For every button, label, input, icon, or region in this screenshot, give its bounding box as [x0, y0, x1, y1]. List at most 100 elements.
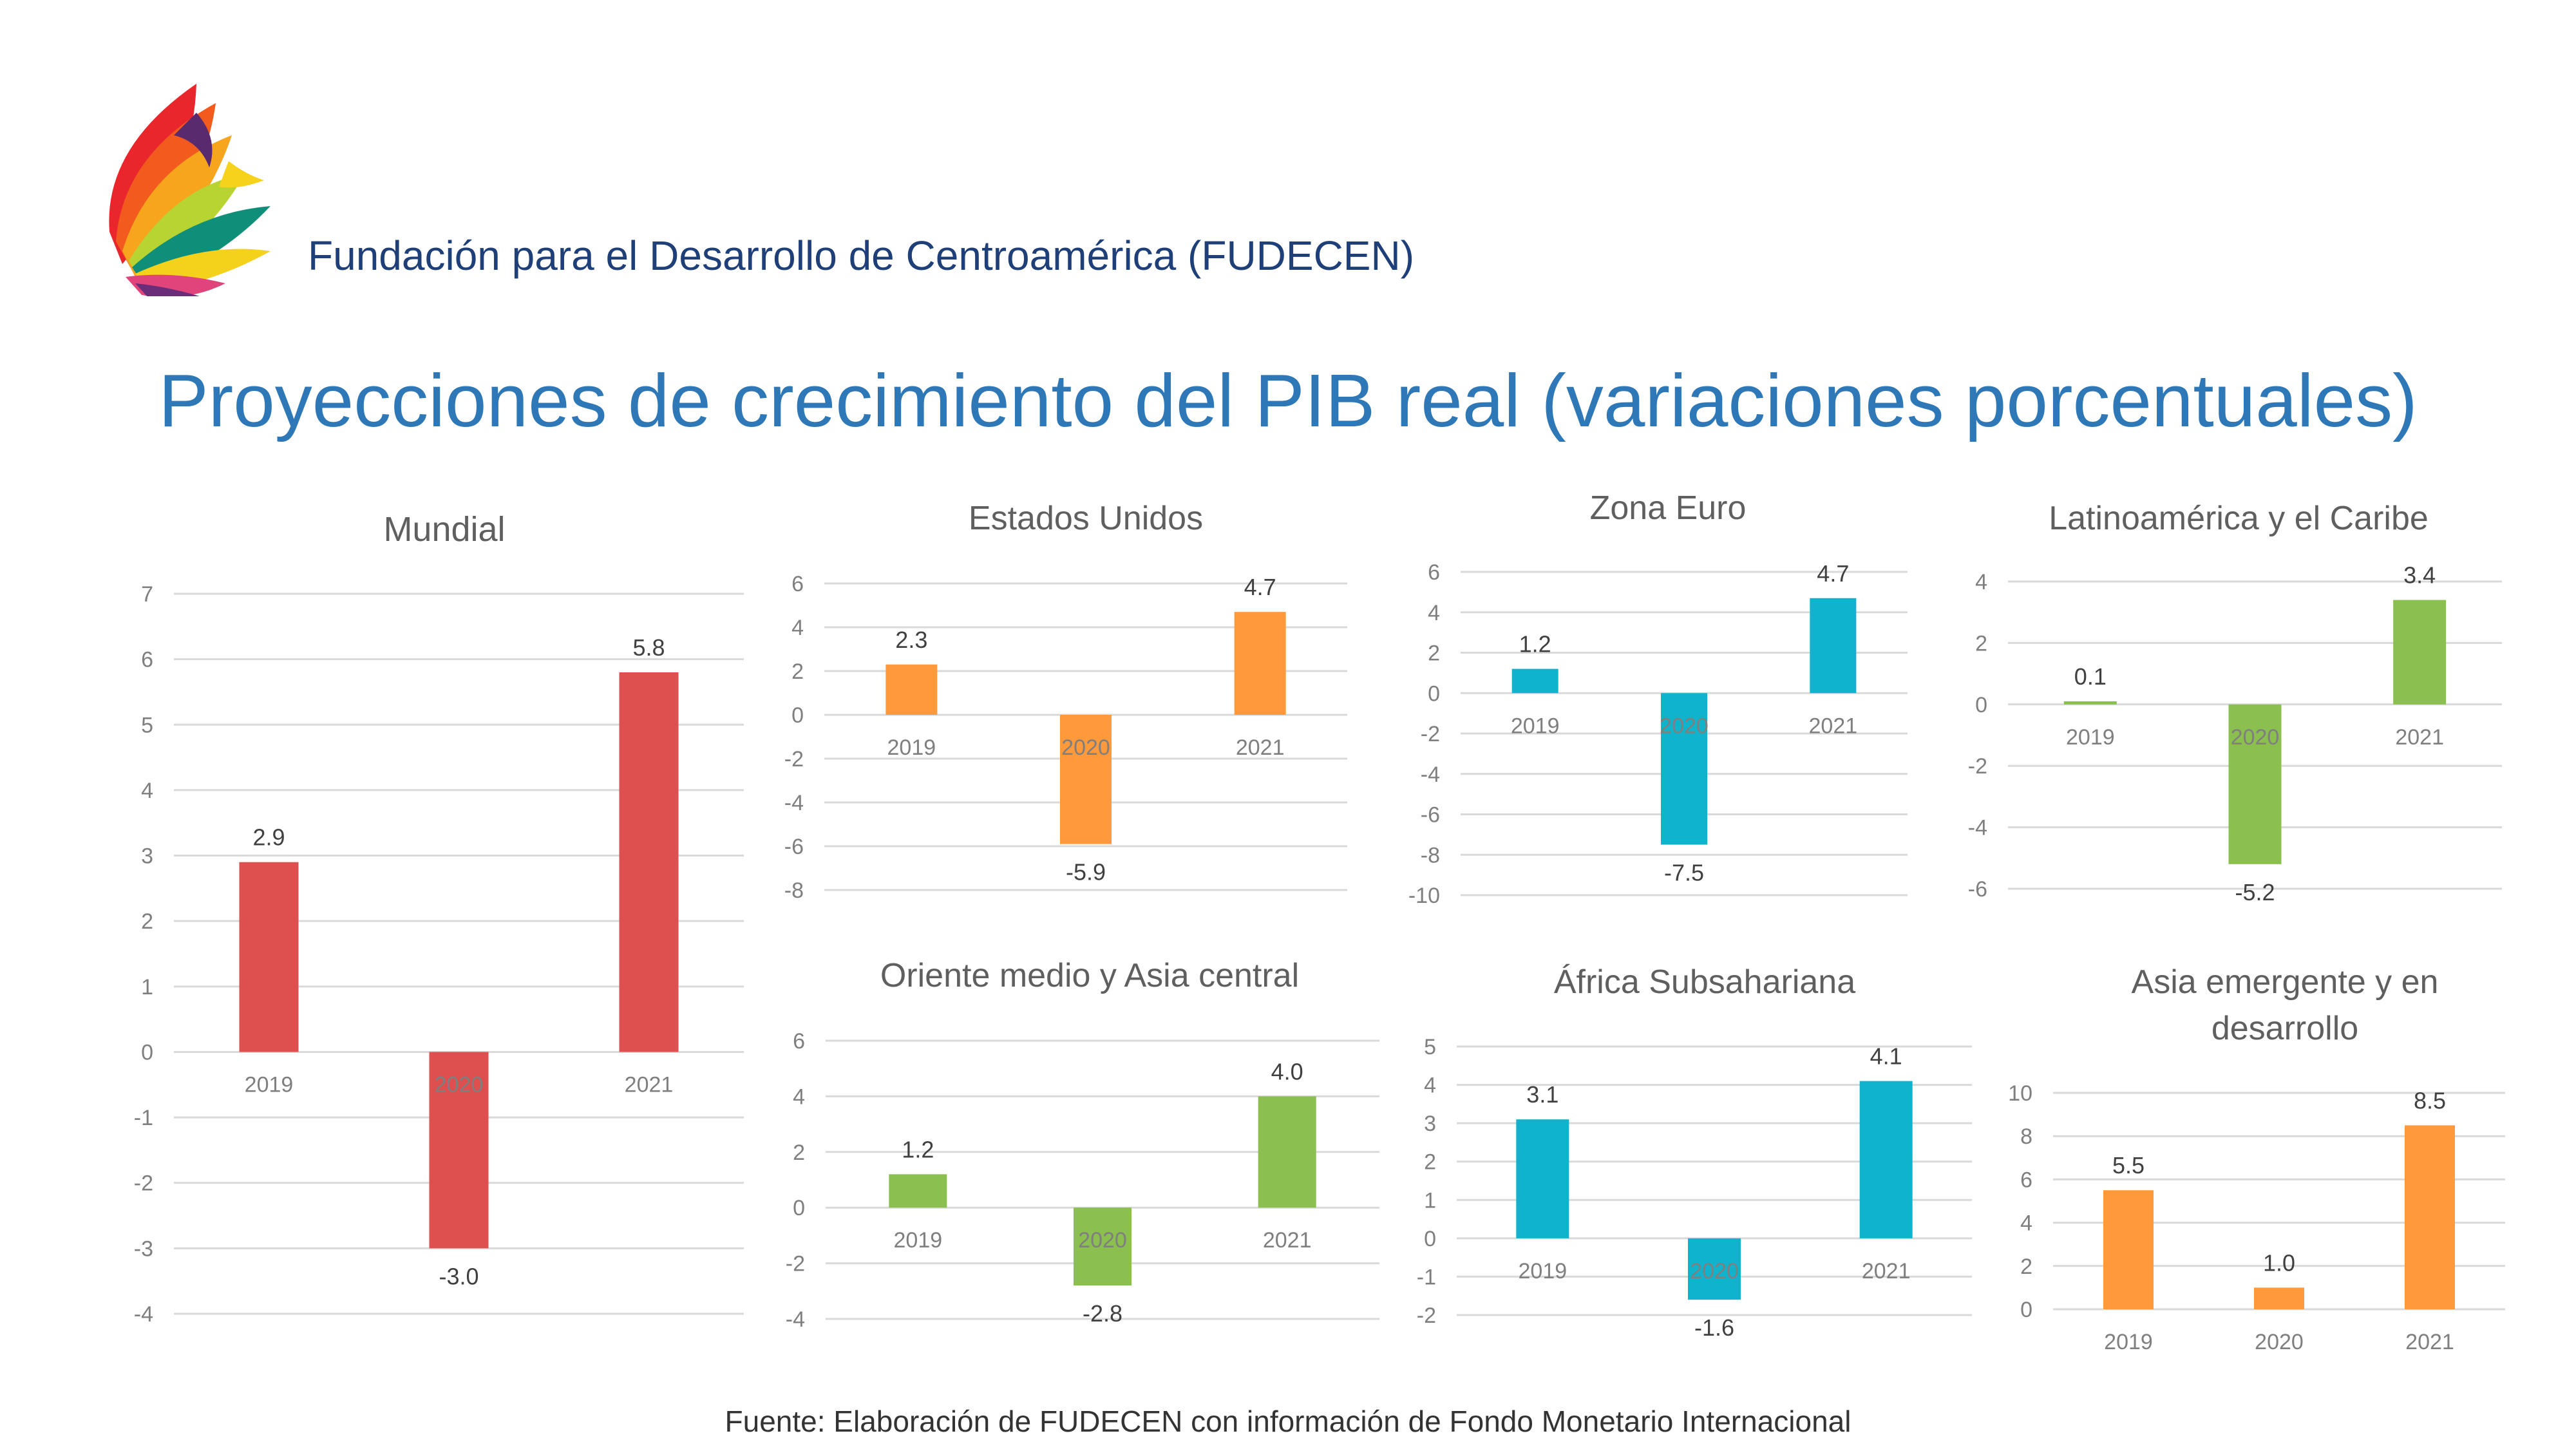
data-label: -1.6: [1694, 1314, 1734, 1341]
y-tick-label: 4: [2020, 1211, 2032, 1236]
bar-2019: [886, 664, 938, 715]
chart-title: Asia emergente y en: [2132, 963, 2439, 1001]
bar-2021: [619, 672, 679, 1052]
bar-2019: [1511, 668, 1558, 694]
data-label: 3.1: [1526, 1081, 1558, 1108]
y-tick-label: -1: [134, 1106, 153, 1130]
y-tick-label: 0: [791, 703, 804, 728]
bar-2019: [239, 862, 299, 1052]
bar-2021: [1859, 1081, 1913, 1238]
chart-title: Zona Euro: [1590, 489, 1747, 527]
x-tick-label: 2021: [1263, 1228, 1312, 1253]
data-label: 4.0: [1271, 1058, 1303, 1084]
y-tick-label: 1: [141, 975, 153, 999]
y-tick-label: -4: [134, 1302, 153, 1327]
y-tick-label: 2: [1975, 631, 1987, 656]
data-label: 8.5: [2414, 1087, 2446, 1113]
x-tick-label: 2019: [1511, 714, 1560, 738]
chart-5: Oriente medio y Asia central 6 4 2 0 -2 -4 2019…: [786, 957, 1379, 1332]
y-tick-label: 0: [1424, 1227, 1436, 1251]
y-tick-label: -4: [1421, 762, 1440, 787]
fudecen-petal-logo-icon: [109, 84, 270, 296]
y-tick-label: 10: [2008, 1081, 2032, 1106]
x-tick-label: 2019: [245, 1072, 294, 1097]
bar-2021: [1234, 612, 1286, 715]
x-tick-label: 2020: [1078, 1228, 1127, 1253]
bar-2020: [429, 1052, 489, 1249]
y-tick-label: -6: [1421, 803, 1440, 828]
y-tick-label: -2: [784, 747, 804, 772]
x-tick-label: 2020: [2231, 725, 2280, 750]
y-tick-label: -4: [786, 1307, 805, 1332]
data-label: 4.7: [1817, 560, 1849, 587]
y-tick-label: 0: [793, 1196, 805, 1220]
y-tick-label: 5: [141, 713, 153, 737]
data-label: 2.3: [895, 627, 927, 653]
y-tick-label: -2: [1417, 1303, 1436, 1328]
x-tick-label: 2021: [2395, 725, 2444, 750]
data-label: 4.1: [1870, 1043, 1902, 1070]
x-tick-label: 2019: [2104, 1330, 2153, 1354]
data-label: 2.9: [252, 824, 285, 851]
chart-title: Latinoamérica y el Caribe: [2049, 500, 2429, 537]
chart-title: Oriente medio y Asia central: [880, 957, 1299, 994]
y-tick-label: 4: [793, 1084, 805, 1109]
y-tick-label: -8: [1421, 843, 1440, 867]
chart-3: Zona Euro 6 4 2 0 -2 -4 -6 -8 -10 2019 1.2 2020 -7.5 2…: [1408, 489, 1908, 908]
y-tick-label: -8: [784, 878, 804, 903]
y-tick-label: 4: [791, 616, 804, 640]
organization-name: Fundación para el Desarrollo de Centroam…: [308, 232, 1414, 279]
x-tick-label: 2021: [1236, 735, 1285, 760]
data-label: 5.8: [632, 634, 665, 661]
y-tick-label: 6: [793, 1029, 805, 1054]
y-tick-label: -2: [786, 1252, 805, 1276]
bar-2019: [1516, 1119, 1569, 1238]
chart-title: África Subsahariana: [1554, 963, 1855, 1001]
x-tick-label: 2020: [1690, 1259, 1739, 1283]
y-tick-label: 4: [1975, 570, 1987, 594]
y-tick-label: -2: [1421, 722, 1440, 746]
y-tick-label: 0: [141, 1040, 153, 1065]
y-tick-label: 2: [791, 659, 804, 684]
y-tick-label: 2: [2020, 1255, 2032, 1279]
data-label: 4.7: [1244, 574, 1276, 600]
y-tick-label: 6: [791, 572, 804, 596]
y-tick-label: 3: [141, 844, 153, 869]
data-label: 3.4: [2403, 562, 2436, 589]
chart-title: desarrollo: [2211, 1010, 2358, 1047]
y-tick-label: 1: [1424, 1188, 1436, 1213]
x-tick-label: 2020: [1061, 735, 1110, 760]
y-tick-label: 8: [2020, 1124, 2032, 1149]
x-tick-label: 2019: [1519, 1259, 1567, 1283]
y-tick-label: 6: [1428, 560, 1440, 585]
y-tick-label: 2: [141, 909, 153, 934]
data-label: -5.2: [2235, 879, 2275, 905]
y-tick-label: -3: [134, 1236, 153, 1261]
y-tick-label: 2: [1424, 1150, 1436, 1175]
chart-2: Estados Unidos 6 4 2 0 -2 -4 -6 -8 2019 2.3 2020 -5.…: [784, 500, 1347, 903]
x-tick-label: 2020: [1660, 714, 1709, 738]
y-tick-label: 4: [141, 779, 153, 803]
data-label: 1.2: [902, 1136, 934, 1162]
y-tick-label: -10: [1408, 884, 1440, 908]
data-label: 0.1: [2074, 663, 2107, 690]
y-tick-label: -6: [1968, 877, 1987, 902]
x-tick-label: 2021: [2405, 1330, 2454, 1354]
chart-title: Estados Unidos: [969, 500, 1203, 537]
y-tick-label: 4: [1424, 1074, 1436, 1098]
data-label: 5.5: [2112, 1152, 2145, 1179]
data-label: 1.2: [1519, 631, 1551, 658]
x-tick-label: 2021: [1809, 714, 1858, 738]
bar-2020: [2228, 704, 2282, 864]
bar-2020: [1661, 693, 1707, 845]
chart-1: Mundial 7 6 5 4 3 2 1 0 -1 -2 -3 -4 2019 2.9 2020 -3.0 20…: [134, 510, 744, 1327]
y-tick-label: 7: [141, 582, 153, 607]
y-tick-label: -4: [784, 791, 804, 815]
bar-2020: [1060, 715, 1112, 844]
x-tick-label: 2019: [2066, 725, 2115, 750]
bar-2020: [2254, 1287, 2304, 1309]
x-tick-label: 2020: [2255, 1330, 2304, 1354]
bar-2020: [1074, 1208, 1132, 1286]
bar-2021: [2405, 1125, 2455, 1309]
